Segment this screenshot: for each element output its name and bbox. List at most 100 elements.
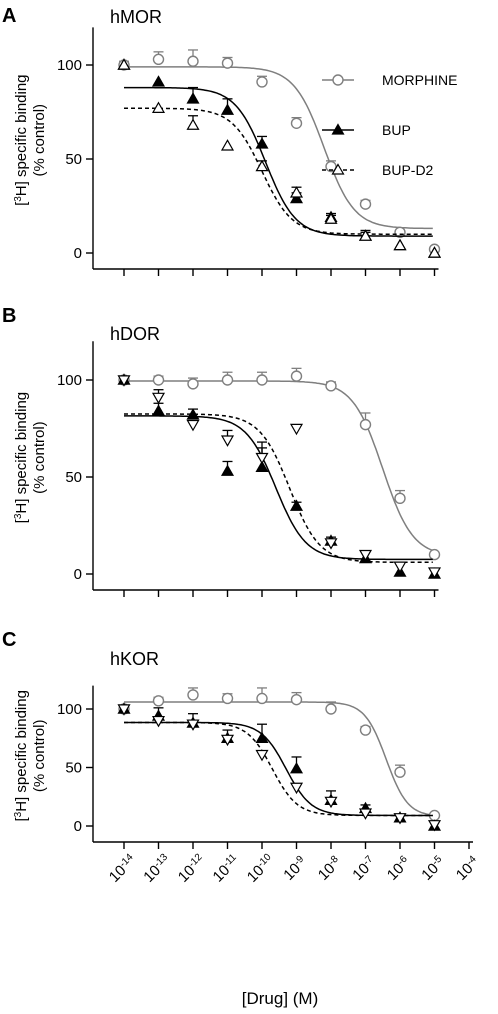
data-point-bup-d2	[186, 719, 200, 731]
data-point-bup	[255, 137, 269, 149]
y-tick-label: 0	[74, 566, 82, 583]
y-tick-label: 50	[65, 469, 82, 486]
data-point-morphine	[394, 766, 406, 778]
data-point-bup	[186, 92, 200, 104]
y-tick-label: 50	[65, 760, 82, 777]
data-point-morphine	[221, 57, 234, 69]
data-point-bup-d2	[324, 538, 338, 550]
data-point-morphine	[187, 689, 199, 701]
data-point-bup-d2	[220, 435, 235, 447]
data-point-morphine	[221, 692, 234, 705]
y-label-rest: H] specific binding	[13, 690, 30, 812]
y-tick-label: 100	[57, 372, 82, 389]
x-tick-label: 10-10	[243, 851, 278, 886]
data-point-bup-d2	[358, 229, 373, 241]
legend-label-morphine: MORPHINE	[382, 72, 457, 88]
data-point-bup	[255, 731, 269, 743]
data-point-bup-d2	[427, 246, 442, 258]
data-point-bup-d2	[393, 561, 407, 573]
fit-curve-bup-d2	[124, 721, 433, 817]
data-point-morphine	[256, 374, 268, 386]
data-point-bup-d2	[255, 452, 269, 465]
data-point-bup	[151, 75, 166, 87]
y-axis-label: [3H] specific binding	[13, 690, 31, 821]
y-tick-label: 100	[57, 57, 82, 74]
x-tick-label: 10-13	[140, 851, 175, 886]
data-point-bup-d2	[358, 549, 373, 562]
data-point-bup	[151, 404, 166, 416]
legend-label-bup: BUP	[382, 122, 411, 138]
legend-marker-bupd2	[331, 163, 345, 175]
data-point-morphine	[290, 370, 303, 382]
x-tick-label: 10-12	[174, 851, 209, 886]
panel-hkor: C hKOR 0 50 100 [3H] specific binding (% con…	[2, 629, 483, 886]
y-label-superscript: 3	[13, 196, 24, 202]
data-point-bup-d2	[393, 813, 407, 825]
data-point-bup-d2	[255, 159, 269, 172]
y-label-bracket-open: [	[13, 518, 30, 523]
fit-curve-bup	[124, 86, 433, 237]
data-point-morphine	[152, 374, 165, 386]
fit-curve-morphine	[124, 66, 433, 230]
data-point-bup	[289, 761, 304, 774]
data-point-bup-d2	[151, 392, 166, 405]
panel-title-hdor: hDOR	[110, 324, 160, 344]
plot-area-hdor: 0 50 100 [3H] specific binding (% control)	[13, 341, 442, 597]
panel-letter-c: C	[2, 629, 16, 651]
data-point-bup	[220, 464, 235, 476]
data-point-bup-d2	[186, 118, 200, 130]
fit-curve-bup	[124, 721, 433, 817]
y-axis-label: [3H] specific binding	[13, 74, 31, 205]
fit-curve-bup-d2	[124, 413, 433, 564]
plot-area-hmor: 0 50 100 [3H] specific binding (% control)	[13, 27, 442, 276]
x-tick-label: 10-7	[349, 853, 380, 884]
panel-title-hkor: hKOR	[110, 649, 159, 669]
data-point-morphine	[187, 378, 199, 390]
y-label-superscript: 3	[13, 513, 24, 519]
y-tick-label: 0	[74, 245, 82, 262]
data-point-bup	[289, 191, 304, 204]
x-tick-label: 10-4	[452, 853, 483, 884]
data-point-bup-d2	[289, 186, 304, 198]
y-label-rest: H] specific binding	[13, 74, 30, 196]
data-point-bup	[289, 499, 304, 511]
data-point-morphine	[290, 117, 303, 129]
y-label-bracket-open: [	[13, 201, 30, 206]
panel-title-hmor: hMOR	[110, 7, 162, 27]
legend-marker-morphine	[332, 74, 344, 86]
data-point-bup-d2	[220, 139, 235, 151]
panel-letter-b: B	[2, 305, 16, 327]
y-label-bracket-open: [	[13, 817, 30, 822]
data-point-bup-d2	[324, 796, 338, 809]
data-point-bup-d2	[117, 375, 131, 387]
data-point-bup-d2	[324, 212, 338, 224]
y-axis-label-units: (% control)	[31, 104, 48, 177]
data-point-bup	[220, 103, 235, 115]
data-point-morphine	[359, 198, 372, 210]
data-point-morphine	[394, 492, 406, 505]
x-tick-label: 10-14	[105, 851, 140, 886]
data-point-bup-d2	[289, 782, 304, 795]
data-point-morphine	[256, 76, 268, 88]
data-point-morphine	[359, 724, 372, 736]
data-point-bup	[255, 460, 269, 473]
data-point-morphine	[325, 380, 337, 392]
data-point-morphine	[290, 693, 303, 706]
fit-curve-bup-d2	[124, 107, 433, 235]
data-point-morphine	[428, 548, 441, 561]
data-point-morphine	[256, 692, 268, 705]
x-tick-label: 10-9	[280, 853, 311, 884]
data-point-bup-d2	[427, 820, 442, 832]
panel-hdor: B hDOR 0 50 100 [3H] specific binding (% con…	[2, 305, 442, 597]
panel-hmor: A hMOR 0 50 100 [3H] specific binding (% con…	[2, 5, 457, 276]
fit-curve-bup	[124, 415, 433, 561]
data-point-bup-d2	[393, 238, 407, 251]
data-point-bup-d2	[186, 419, 200, 432]
data-point-bup-d2	[358, 808, 373, 820]
legend: MORPHINE BUP BUP-D2	[322, 72, 457, 178]
x-tick-label: 10-5	[418, 853, 449, 884]
data-point-morphine	[221, 374, 234, 386]
data-point-morphine	[152, 53, 165, 66]
fit-curve-morphine	[124, 380, 434, 552]
plot-area-hkor: 0 50 100 [3H] specific binding (% control) 10…	[13, 685, 483, 886]
